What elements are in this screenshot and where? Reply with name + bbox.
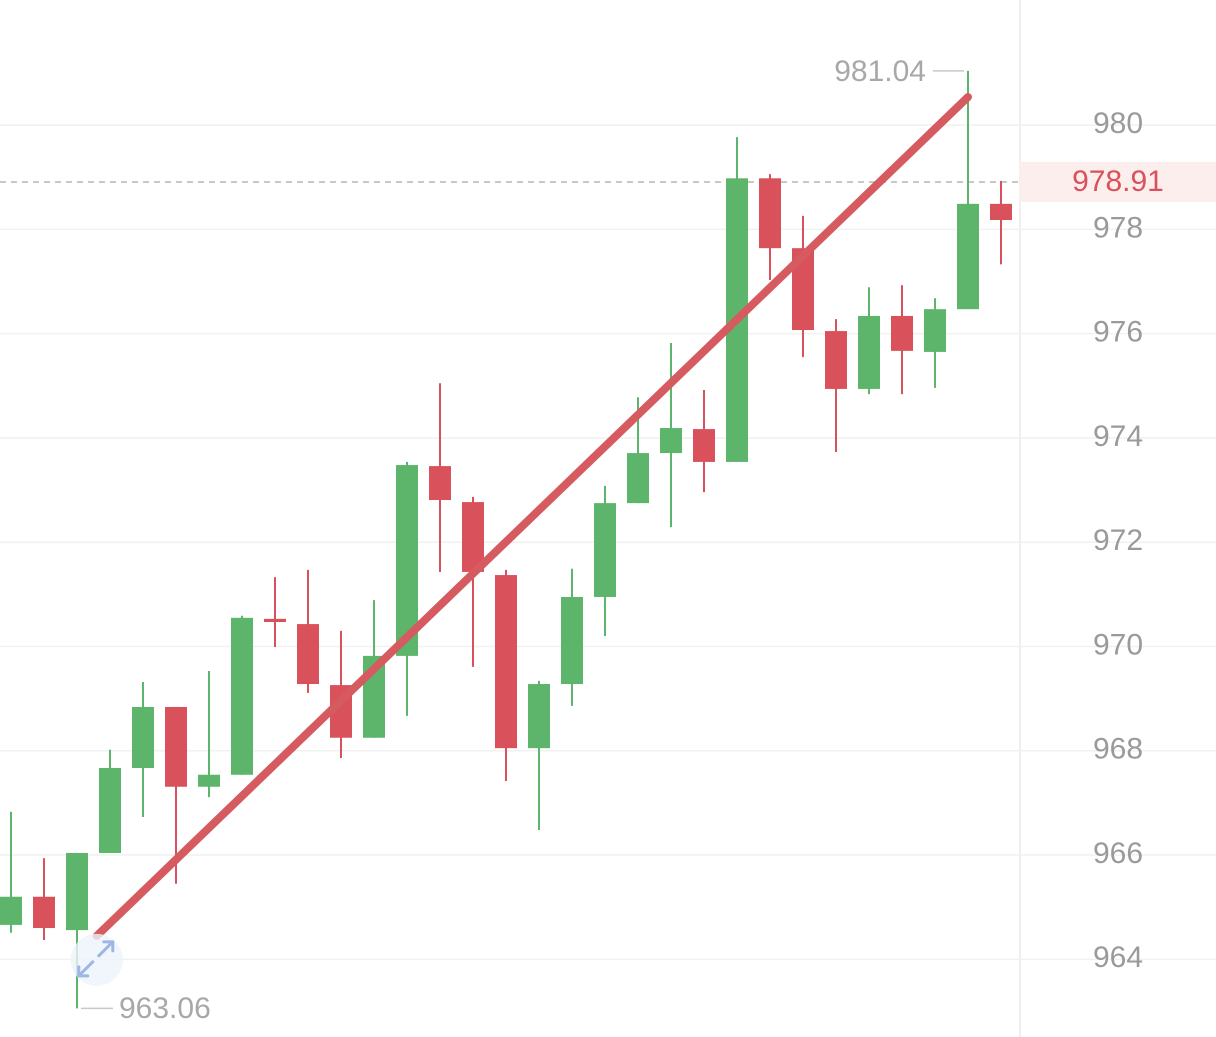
candle-body [0,896,22,925]
trendline-handle [70,933,123,986]
y-tick-label: 976 [1093,316,1143,349]
candle-body [396,465,418,656]
handle-arrows [77,940,115,978]
candle-body [792,248,814,331]
last-price-label: 978.91 [1072,165,1164,198]
last-price-box [1020,161,1216,202]
candle-body [429,466,451,500]
candle-body [33,896,55,929]
candle-body [264,618,286,622]
candle-body [759,178,781,249]
candle-body [891,315,913,351]
y-tick-label: 966 [1093,837,1143,870]
candle-body [660,428,682,454]
candle-body [132,706,154,768]
candle-body [528,684,550,749]
y-tick-label: 980 [1093,107,1143,140]
candle-body [297,624,319,685]
y-tick-label: 968 [1093,733,1143,766]
y-tick-label: 978 [1093,211,1143,244]
candle-body [627,453,649,504]
candle-body [561,596,583,685]
y-tick-label: 972 [1093,524,1143,557]
low-marker-label: 963.06 [119,992,211,1025]
y-tick-label: 964 [1093,941,1143,974]
candle-body [495,575,517,749]
candle-body [231,617,253,775]
trendline [92,92,972,940]
high-marker-label: 981.04 [834,55,926,88]
y-tick-label: 970 [1093,628,1143,661]
candle-body [693,429,715,462]
candle-body [462,502,484,572]
candle-body [165,706,187,787]
candle-body [99,767,121,853]
candle-body [957,203,979,310]
candle-body [594,503,616,597]
candle-body [198,774,220,787]
candle-body [990,203,1012,221]
candle-body [825,331,847,389]
candle-body [858,315,880,389]
candle-body [66,852,88,931]
y-tick-label: 974 [1093,420,1143,453]
candle-body [924,309,946,352]
